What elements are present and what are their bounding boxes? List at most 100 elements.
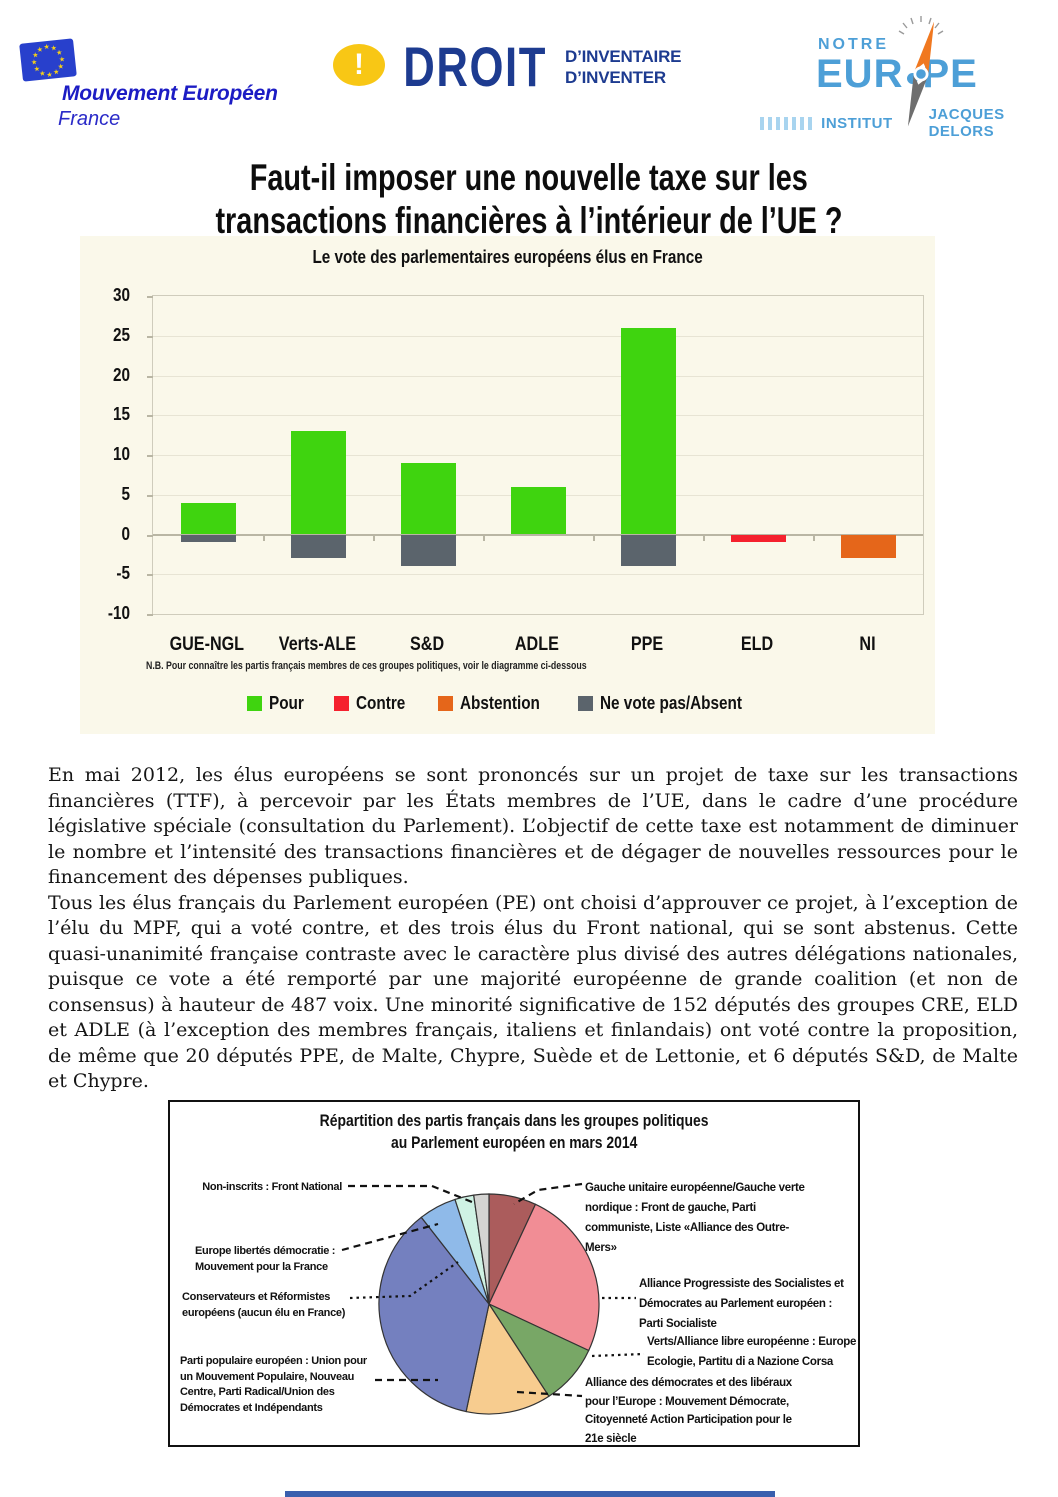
paragraph-1: En mai 2012, les élus européens se sont … [48, 764, 1018, 888]
bar-PPE-Ne vote pas/Absent [620, 534, 676, 567]
notre-europe-notre: NOTRE [818, 36, 889, 53]
legend-label: Contre [356, 693, 406, 713]
pie-label-adle: Alliance des démocrates et des libéraux … [585, 1377, 792, 1445]
pie-label-sd: Alliance Progressiste des Socialistes et… [639, 1278, 844, 1330]
gridline [153, 375, 923, 377]
mouvement-europeen-logo: ★ ★ ★ ★ ★ ★ ★ ★ ★ ★ ★ ★ Mouvement Européen Franc… [14, 26, 294, 136]
y-tick-label: 20 [112, 364, 130, 385]
chart-legend: Pour Contre Abstention Ne vote pas/Absent [80, 693, 935, 714]
gridline [153, 335, 923, 337]
pie-label-eld: Europe libertés démocratie : Mouvement p… [195, 1245, 336, 1273]
x-category-label: GUE-NGL [169, 634, 245, 655]
header: ★ ★ ★ ★ ★ ★ ★ ★ ★ ★ ★ ★ Mouvement Européen Franc… [0, 0, 1058, 155]
pie-label-ppe: Parti populaire européen : Union pour un… [180, 1355, 367, 1414]
svg-text:★: ★ [43, 43, 50, 52]
svg-text:★: ★ [39, 69, 46, 78]
pie-chart-title: Répartition des partis français dans les… [170, 1110, 858, 1154]
pie-label-gue: Gauche unitaire européenne/Gauche verte … [585, 1182, 805, 1254]
y-tick-label: 25 [112, 324, 130, 345]
zero-line [153, 533, 923, 536]
page-title: Faut-il imposer une nouvelle taxe sur le… [0, 156, 1058, 242]
pie-label-verts: Verts/Alliance libre européenne : Europe… [647, 1336, 857, 1368]
legend-item: Ne vote pas/Absent [578, 693, 767, 714]
x-category-label: ADLE [515, 634, 559, 655]
pie-chart [341, 1182, 645, 1415]
pie-slices [378, 1193, 600, 1415]
bar-PPE-Pour [620, 327, 676, 535]
legend-swatch-icon [247, 696, 263, 711]
x-category-label: ELD [740, 634, 774, 655]
footer-strip [285, 1491, 775, 1497]
bar-chart-title: Le vote des parlementaires européens élu… [312, 247, 703, 267]
institut-jacques-delors: INSTITUT JACQUES DELORS [760, 106, 1050, 140]
bar-Verts-ALE-Pour [290, 431, 346, 535]
svg-text:★: ★ [36, 45, 43, 54]
svg-text:★: ★ [50, 44, 57, 53]
page-title-line2: transactions financières à l’intérieur d… [215, 200, 843, 241]
pie-chart-title-line2: au Parlement européen en mars 2014 [390, 1133, 638, 1152]
legend-item: Pour [247, 693, 310, 714]
droit-tagline: D’INVENTAIRE D’INVENTER [565, 46, 681, 88]
svg-text:★: ★ [33, 65, 40, 74]
y-axis: 30 25 20 15 10 5 0 -5 -10 [80, 286, 138, 622]
svg-text:★: ★ [31, 58, 38, 67]
legend-label: Pour [269, 693, 305, 713]
pie-label-cre: Conservateurs et Réformistes européens (… [182, 1291, 346, 1319]
x-category-label: NI [858, 634, 876, 655]
gridline [153, 415, 923, 417]
pie-slice [473, 1193, 490, 1305]
droit-logo: ! DROIT D’INVENTAIRE D’INVENTER [333, 35, 693, 118]
y-tick-label: 0 [121, 523, 130, 544]
svg-text:★: ★ [46, 71, 53, 80]
legend-swatch-icon [438, 696, 454, 711]
bar-chart-panel: Le vote des parlementaires européens élu… [80, 236, 935, 734]
pie-chart-title-line1: Répartition des partis français dans les… [319, 1111, 709, 1130]
x-category-label: Verts-ALE [278, 634, 356, 655]
bar-S&D-Ne vote pas/Absent [400, 534, 456, 567]
legend-label: Abstention [460, 693, 541, 713]
eu-flag-icon: ★ ★★ ★★★ ★★★ ★★★ [19, 38, 77, 82]
bar-ELD-Contre [730, 534, 786, 543]
y-tick-label: 15 [112, 404, 130, 425]
x-category-label: PPE [630, 634, 664, 655]
pie-chart-box: Répartition des partis français dans les… [168, 1100, 860, 1447]
compass-needle-icon [898, 16, 944, 127]
bar-Verts-ALE-Ne vote pas/Absent [290, 534, 346, 559]
x-category-label: S&D [409, 634, 445, 655]
pie-slice [378, 1216, 490, 1413]
mouvement-europeen-country: France [58, 108, 121, 130]
page-title-line1: Faut-il imposer une nouvelle taxe sur le… [249, 157, 809, 198]
tick-bars-icon [760, 116, 814, 130]
bar-S&D-Pour [400, 462, 456, 535]
bar-NI-Abstention [840, 534, 896, 559]
paragraph-2: Tous les élus français du Parlement euro… [48, 891, 1018, 1093]
legend-swatch-icon [334, 696, 350, 711]
bar-GUE-NGL-Pour [180, 502, 236, 535]
legend-label: Ne vote pas/Absent [600, 693, 743, 713]
body-text: En mai 2012, les élus européens se sont … [48, 763, 1018, 1095]
leader-lines [341, 1182, 645, 1398]
y-tick-label: -5 [116, 563, 130, 584]
notre-europe-logo: NOTRE EUR PE INSTITUT JACQUES DELORS [760, 16, 1050, 140]
exclamation-icon: ! [354, 48, 364, 81]
svg-text:★: ★ [32, 51, 39, 60]
svg-text:★: ★ [56, 48, 63, 57]
droit-tagline-line1: D’INVENTAIRE [565, 47, 682, 66]
bar-plot [147, 295, 924, 616]
speech-bubble-icon [333, 44, 385, 86]
droit-wordmark: DROIT [403, 35, 547, 98]
legend-item: Contre [334, 693, 414, 714]
gridline [153, 455, 923, 456]
legend-item: Abstention [438, 693, 554, 714]
mouvement-europeen-name: Mouvement Européen [62, 82, 278, 105]
bar-GUE-NGL-Ne vote pas/Absent [180, 534, 236, 543]
jacques-delors-label: JACQUES DELORS [928, 106, 1005, 140]
compass-pivot-dot [907, 73, 919, 84]
notre-europe-europe: EUR PE [816, 52, 978, 96]
pie-slice [465, 1302, 550, 1415]
bar-ADLE-Pour [510, 486, 566, 535]
institut-label: INSTITUT [821, 114, 893, 132]
svg-text:★: ★ [57, 62, 64, 71]
gridline [153, 574, 923, 576]
pie-label-non-inscrits: Non-inscrits : Front National [202, 1181, 342, 1193]
